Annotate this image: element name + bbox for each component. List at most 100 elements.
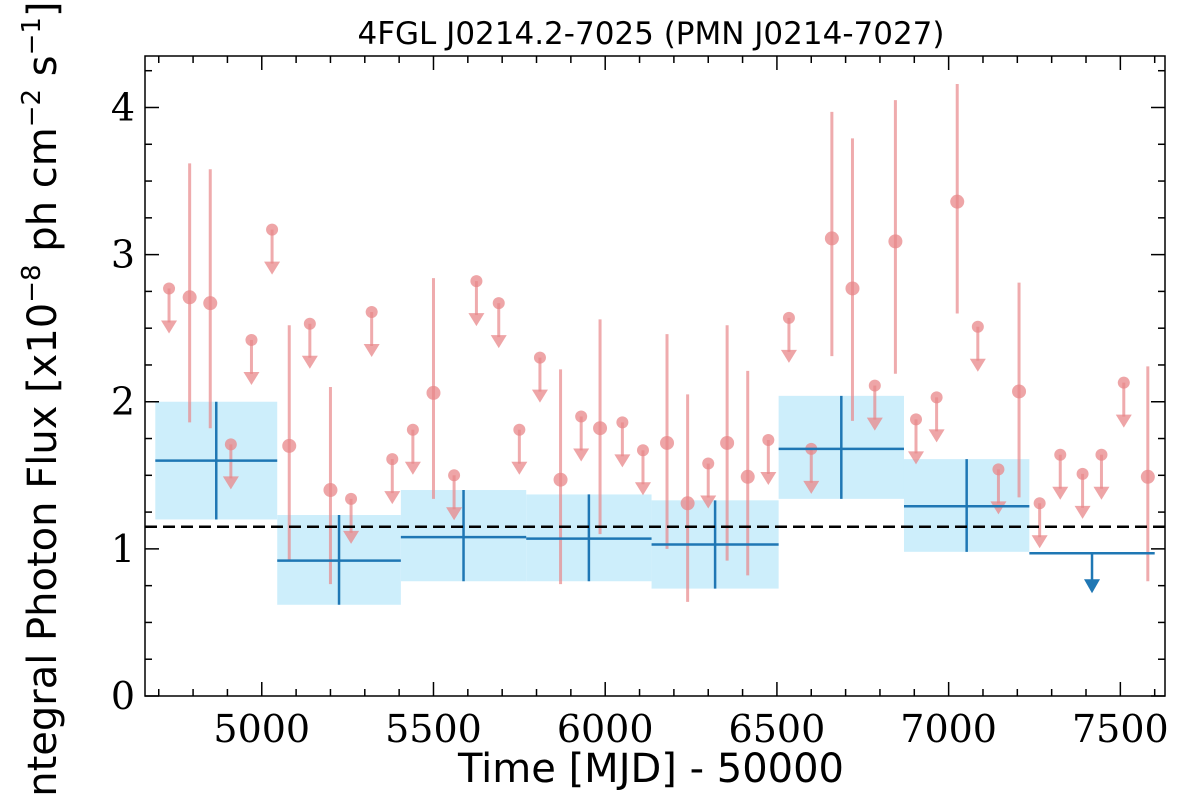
short-bin-upper-limit-arrow	[363, 344, 380, 357]
short-bin-upper-limit-arrow	[573, 448, 590, 462]
short-bin-upper-limit-point	[406, 423, 419, 436]
y-axis-title-exponent: −2	[17, 89, 47, 127]
short-bin-point	[323, 483, 338, 498]
short-bin-point	[282, 438, 297, 453]
short-bin-upper-limit-arrow	[969, 358, 986, 372]
short-bin-upper-limit-arrow	[404, 461, 421, 475]
short-bin-point	[203, 296, 218, 311]
short-bin-upper-limit-point	[992, 463, 1005, 476]
short-bin-upper-limit-arrow	[700, 495, 717, 509]
y-tick-label: 0	[111, 674, 135, 718]
short-bin-upper-limit-point	[636, 444, 649, 457]
short-bin-upper-limit-arrow	[1074, 505, 1091, 519]
short-bin-upper-limit-arrow	[531, 389, 548, 403]
short-bin-point	[660, 435, 675, 450]
short-bin-upper-limit-point	[470, 275, 483, 288]
short-bin-point	[680, 496, 695, 511]
short-bin-upper-limit-point	[1076, 467, 1089, 480]
short-bin-upper-limit-arrow	[446, 507, 463, 521]
short-bin-upper-limit-arrow	[634, 482, 651, 496]
short-bin-upper-limit-arrow	[264, 261, 281, 275]
short-bin-point	[740, 469, 755, 484]
short-bin-upper-limit-point	[386, 453, 399, 466]
short-bin-upper-limit-point	[345, 492, 358, 505]
short-bin-point	[888, 234, 903, 249]
short-bin-point	[593, 421, 608, 436]
short-bin-point	[1012, 384, 1027, 399]
short-bin-upper-limit-arrow	[990, 501, 1007, 515]
short-bin-upper-limit-arrow	[1093, 486, 1110, 500]
short-bin-upper-limit-point	[1117, 376, 1130, 389]
y-tick-label: 2	[111, 380, 135, 424]
short-bin-upper-limit-point	[245, 333, 258, 346]
short-bin-upper-limit-arrow	[384, 491, 401, 505]
y-tick-label: 4	[111, 85, 135, 129]
short-bin-upper-limit-point	[303, 317, 316, 330]
long-bin-upper-limit-arrow	[1084, 579, 1101, 594]
short-bin-upper-limit-arrow	[161, 320, 178, 334]
short-bin-points	[161, 83, 1155, 602]
x-tick-label: 6500	[729, 707, 826, 751]
chart-title: 4FGL J0214.2-7025 (PMN J0214-7027)	[357, 16, 944, 52]
x-tick-label: 7000	[900, 707, 997, 751]
short-bin-upper-limit-point	[1054, 448, 1067, 461]
long-bin-points	[155, 395, 1155, 605]
axes-frame	[144, 55, 1166, 697]
y-axis-title-part: ]	[20, 1, 66, 17]
y-axis-title-exponent: −8	[17, 264, 47, 302]
y-tick-label: 3	[111, 233, 135, 277]
y-axis-title: Integral Photon Flux [x10−8 ph cm−2 s−1]	[17, 1, 66, 800]
long-bin-uncertainty-boxes	[155, 395, 1030, 605]
short-bin-upper-limit-point	[224, 438, 237, 451]
short-bin-point	[824, 231, 839, 246]
x-axis-ticks: 5000 5500 6000 6500 7000 7500	[157, 56, 1169, 751]
x-axis-title: Time [MJD] - 50000	[457, 746, 844, 792]
x-tick-label: 7500	[1072, 707, 1169, 751]
short-bin-upper-limit-point	[782, 311, 795, 324]
short-bin-upper-limit-point	[616, 416, 629, 429]
short-bin-upper-limit-point	[971, 320, 984, 333]
plot-frame	[144, 55, 1166, 697]
short-bin-upper-limit-arrow	[614, 454, 631, 468]
y-axis-title-exponent: −1	[17, 17, 47, 55]
short-bin-upper-limit-point	[492, 297, 505, 310]
x-tick-label: 5500	[385, 707, 482, 751]
short-bin-point	[1140, 469, 1155, 484]
short-bin-upper-limit-arrow	[468, 313, 485, 327]
short-bin-upper-limit-arrow	[866, 417, 883, 431]
short-bin-upper-limit-point	[365, 306, 378, 318]
short-bin-upper-limit-point	[448, 469, 461, 482]
short-bin-upper-limit-point	[163, 282, 176, 295]
short-bin-upper-limit-arrow	[803, 480, 820, 494]
short-bin-point	[553, 472, 568, 487]
short-bin-point	[182, 290, 197, 305]
short-bin-upper-limit-arrow	[490, 335, 507, 349]
short-bin-upper-limit-point	[1033, 497, 1046, 510]
short-bin-point	[426, 385, 441, 400]
y-tick-label: 1	[111, 527, 135, 571]
short-bin-upper-limit-arrow	[301, 355, 318, 369]
short-bin-upper-limit-arrow	[243, 371, 260, 385]
short-bin-upper-limit-arrow	[511, 461, 528, 475]
short-bin-point	[845, 281, 860, 296]
short-bin-upper-limit-arrow	[928, 429, 945, 443]
short-bin-upper-limit-arrow	[780, 349, 797, 363]
short-bin-upper-limit-arrow	[343, 530, 360, 544]
y-axis-title-part: s	[20, 55, 66, 89]
short-bin-upper-limit-arrow	[760, 472, 777, 485]
short-bin-upper-limit-arrow	[1031, 535, 1048, 549]
short-bin-upper-limit-point	[266, 223, 279, 236]
y-axis-ticks: 0 1 2 3 4	[111, 69, 1165, 718]
short-bin-upper-limit-point	[1095, 448, 1108, 461]
short-bin-upper-limit-point	[930, 391, 943, 404]
short-bin-point	[950, 194, 965, 209]
short-bin-point	[720, 435, 735, 450]
y-axis-title-part: ph cm	[20, 127, 66, 264]
short-bin-upper-limit-arrow	[222, 476, 239, 490]
x-tick-label: 5000	[213, 707, 310, 751]
short-bin-upper-limit-point	[513, 423, 526, 436]
short-bin-upper-limit-arrow	[1115, 414, 1132, 428]
short-bin-upper-limit-point	[575, 410, 588, 423]
